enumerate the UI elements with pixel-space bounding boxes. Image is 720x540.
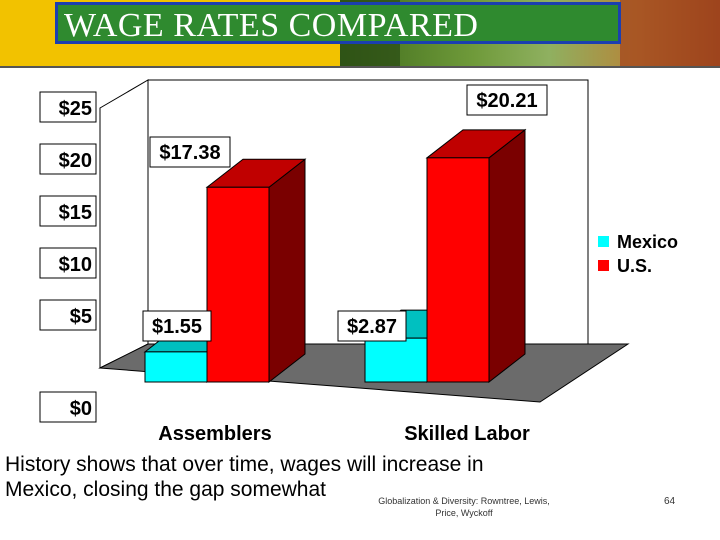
legend-item: Mexico	[598, 232, 678, 252]
bar-side	[268, 158, 306, 384]
bar-side	[488, 128, 526, 384]
legend-label: U.S.	[617, 256, 652, 276]
bar-us-skilled-labor	[425, 128, 527, 384]
header-rule	[0, 66, 720, 68]
photo-panel-right	[620, 0, 720, 68]
data-label: $1.55	[152, 316, 202, 338]
data-label-box	[466, 84, 548, 116]
wage-chart: $0 $5 $10 $15 $20 $25 Assemblers Skilled Labor…	[39, 79, 678, 445]
legend-swatch	[598, 236, 609, 247]
data-label-box	[337, 310, 407, 342]
bar-front	[144, 351, 208, 383]
caption-line-1: History shows that over time, wages will…	[5, 453, 484, 476]
y-tick-group: $15	[39, 195, 97, 227]
y-tick-group: $0	[39, 391, 97, 423]
y-tick-box	[39, 143, 97, 175]
chart-legend: Mexico U.S.	[598, 232, 678, 276]
chart-x-labels: Assemblers Skilled Labor	[158, 423, 530, 445]
title-box: WAGE RATES COMPARED	[55, 2, 621, 44]
y-tick-label: $20	[59, 150, 92, 172]
data-label-group: $17.38	[149, 136, 231, 168]
data-label: $2.87	[347, 316, 397, 338]
category-label: Skilled Labor	[404, 423, 530, 445]
y-tick-group: $5	[39, 299, 97, 331]
chart-bars	[143, 128, 527, 384]
legend-swatch	[598, 260, 609, 271]
y-tick-label: $25	[59, 98, 92, 120]
y-tick-box	[39, 299, 97, 331]
chart-data-labels: $1.55 $2.87 $17.38 $20.21	[142, 84, 548, 342]
data-label-group: $2.87	[337, 310, 407, 342]
chart-y-ticks: $0 $5 $10 $15 $20 $25	[39, 91, 97, 423]
caption-line-2: Mexico, closing the gap somewhat	[5, 478, 326, 501]
y-tick-label: $0	[70, 398, 92, 420]
y-tick-box	[39, 247, 97, 279]
y-tick-group: $20	[39, 143, 97, 175]
caption: History shows that over time, wages will…	[5, 452, 605, 502]
bar-front	[426, 157, 490, 383]
bar-front	[206, 186, 270, 383]
y-tick-label: $15	[59, 202, 92, 224]
y-tick-label: $10	[59, 254, 92, 276]
category-label: Assemblers	[158, 423, 271, 445]
page-number: 64	[664, 496, 676, 507]
legend-label: Mexico	[617, 232, 678, 252]
data-label-group: $1.55	[142, 310, 212, 342]
bar-front	[364, 337, 428, 383]
page-title: WAGE RATES COMPARED	[64, 7, 479, 44]
y-tick-box	[39, 195, 97, 227]
legend-item: U.S.	[598, 256, 652, 276]
y-tick-label: $5	[70, 306, 92, 328]
footer-credit: Globalization & Diversity: Rowntree, Lew…	[378, 496, 550, 518]
data-label-box	[142, 310, 212, 342]
y-tick-group: $10	[39, 247, 97, 279]
chart-left-wall	[99, 79, 149, 369]
bar-us-assemblers	[205, 158, 307, 384]
y-tick-box	[39, 91, 97, 123]
data-label-box	[149, 136, 231, 168]
y-tick-group: $25	[39, 91, 97, 123]
data-label: $17.38	[159, 142, 220, 164]
y-tick-box	[39, 391, 97, 423]
data-label-group: $20.21	[466, 84, 548, 116]
data-label: $20.21	[476, 90, 537, 112]
